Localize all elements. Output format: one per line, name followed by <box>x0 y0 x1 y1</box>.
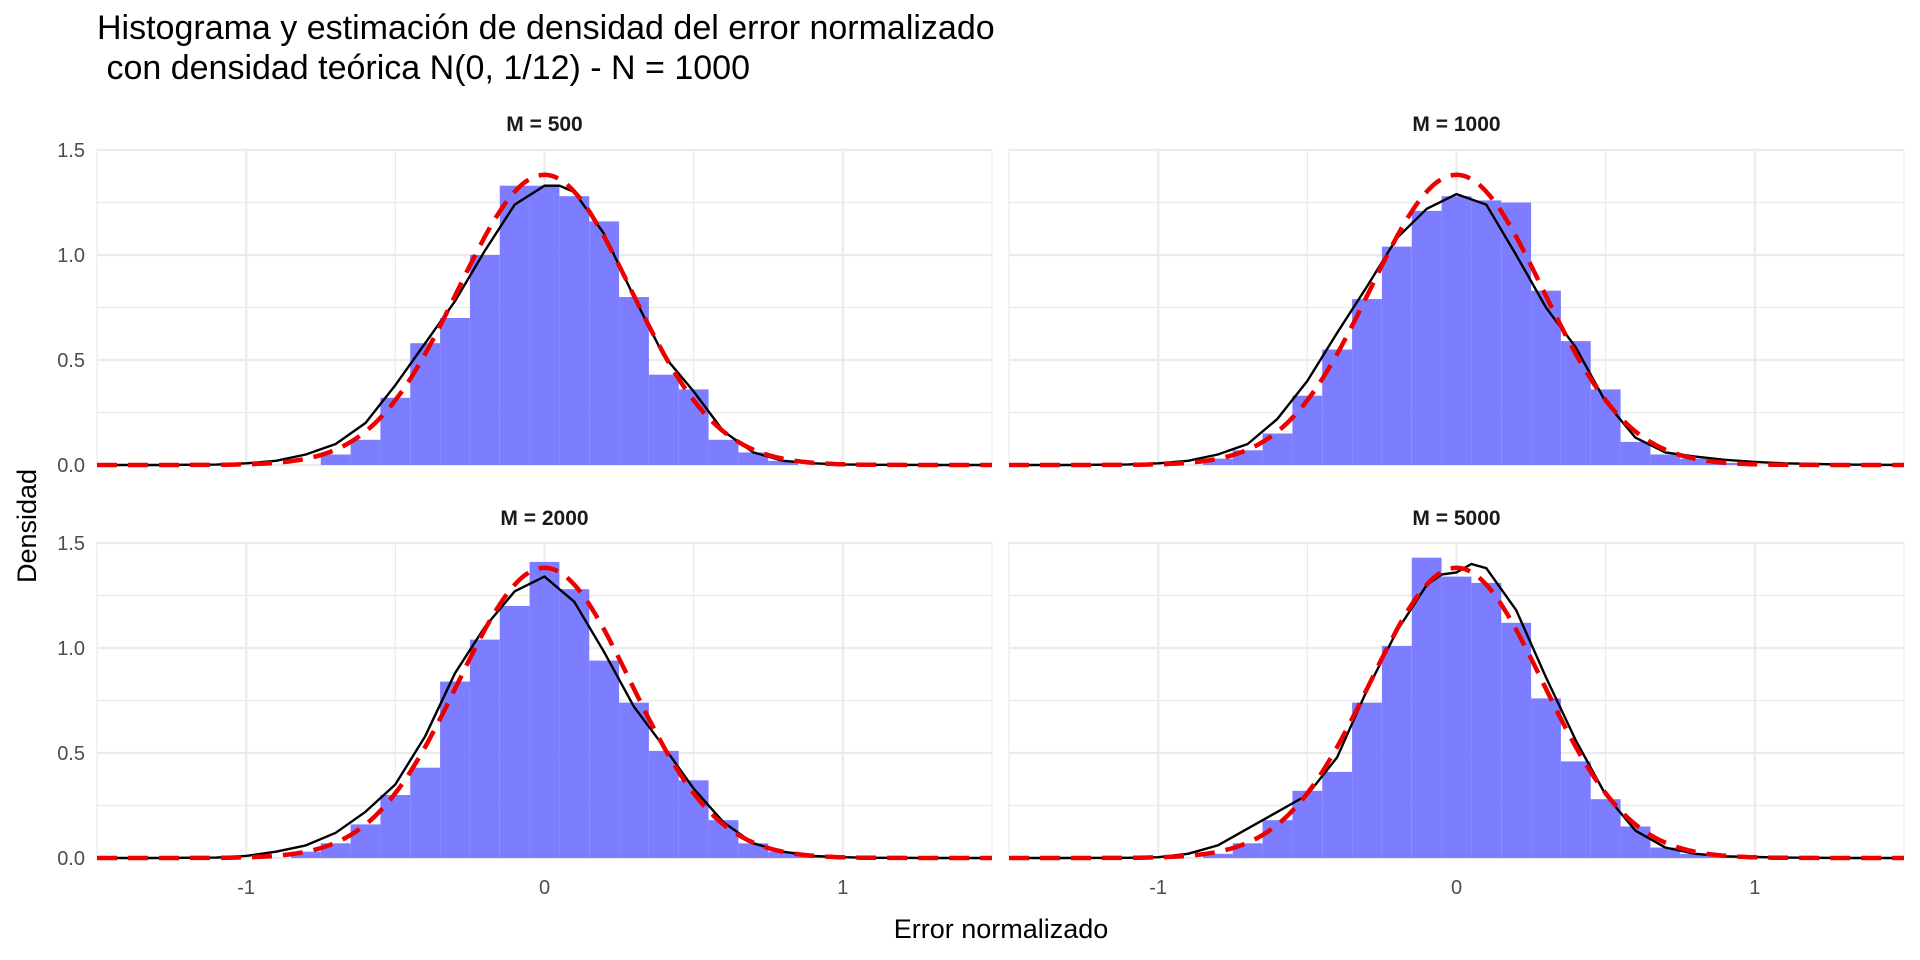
histogram-bar <box>1381 645 1412 858</box>
histogram-bar <box>380 397 411 465</box>
y-tick-label: 1.5 <box>57 533 85 555</box>
histogram-bar <box>1202 853 1233 858</box>
panels-layer: M = 500 0.0 0.5 1.0 1.5 M = 1000 M = 2000 0.0 0.… <box>57 113 1905 899</box>
histogram-bar <box>619 702 649 858</box>
histogram-bar <box>1322 771 1353 858</box>
histogram-bar <box>648 374 679 465</box>
kde-curve <box>1009 562 1904 860</box>
y-tick-label: 0.5 <box>57 743 85 765</box>
histogram-bar <box>1292 395 1323 465</box>
y-tick-label: 0.5 <box>57 350 85 372</box>
x-tick-label: 1 <box>1749 877 1760 899</box>
x-tick-label: 1 <box>837 877 848 899</box>
histogram-bar <box>469 639 500 858</box>
y-tick-label: 1.0 <box>57 638 85 660</box>
panel-4: M = 5000 -1 0 1 <box>1008 507 1905 899</box>
histogram-bar <box>1411 210 1442 465</box>
x-axis-title: Error normalizado <box>894 914 1109 944</box>
histogram-bar <box>1441 576 1472 858</box>
histogram-bar <box>410 767 441 858</box>
histogram-bar <box>1381 246 1412 465</box>
x-tick-label: 0 <box>1451 877 1462 899</box>
histogram-bar <box>559 196 590 465</box>
theoretical-density-curve <box>97 172 992 468</box>
histogram-bar <box>1292 790 1323 858</box>
y-tick-label: 1.0 <box>57 245 85 267</box>
histogram-bar <box>529 185 560 465</box>
panel-strip-label: M = 500 <box>506 113 582 136</box>
histogram-bar <box>1680 458 1711 465</box>
panel-1: M = 500 0.0 0.5 1.0 1.5 <box>57 113 993 477</box>
histogram-bar <box>708 439 739 465</box>
histogram-bar <box>1352 299 1382 465</box>
histogram-bar <box>410 343 441 465</box>
histogram-bar <box>320 454 351 465</box>
y-axis-title: Densidad <box>12 469 42 583</box>
theoretical-density-curve <box>1009 172 1904 468</box>
panel-3: M = 2000 0.0 0.5 1.0 1.5 -1 0 1 <box>57 507 993 899</box>
panel-strip-label: M = 5000 <box>1412 507 1500 530</box>
histogram-bar <box>1620 441 1651 465</box>
histogram-bar <box>1650 454 1681 465</box>
histogram-bar <box>1680 853 1711 858</box>
histogram-bar <box>1560 341 1591 465</box>
histogram-bar <box>1471 582 1502 858</box>
histogram-bar <box>1262 820 1293 858</box>
histogram-bar <box>1441 196 1472 465</box>
histogram-bar <box>619 297 649 465</box>
histogram-bar <box>1322 349 1353 465</box>
histogram-bar <box>589 221 620 465</box>
x-tick-label: 0 <box>539 877 550 899</box>
y-tick-label: 0.0 <box>57 455 85 477</box>
histogram-bar <box>1202 458 1233 465</box>
histogram-bar <box>290 851 321 858</box>
histogram-bar <box>380 795 411 858</box>
chart-title-line2: con densidad teórica N(0, 1/12) - N = 10… <box>97 49 750 87</box>
histogram-bar <box>469 255 500 465</box>
histogram-bar <box>768 851 799 858</box>
histogram-bar <box>1471 200 1502 465</box>
histogram-bar <box>350 824 381 858</box>
chart-title-line1: Histograma y estimación de densidad del … <box>97 9 995 47</box>
histogram-bar <box>1352 702 1382 858</box>
theoretical-density-curve <box>1009 565 1904 861</box>
panel-strip-label: M = 1000 <box>1412 113 1500 136</box>
histogram-bar <box>499 185 530 465</box>
kde-curve <box>1009 192 1905 467</box>
x-tick-label: -1 <box>237 877 255 899</box>
histogram-bar <box>1501 202 1532 465</box>
chart-title: Histograma y estimación de densidad del … <box>97 8 995 88</box>
panel-strip-label: M = 2000 <box>500 507 588 530</box>
histogram-bar <box>1650 847 1681 858</box>
histogram-bar <box>1501 622 1532 858</box>
histogram-bar <box>1560 761 1591 858</box>
histogram-bar <box>1411 557 1442 858</box>
y-tick-label: 0.0 <box>57 848 85 870</box>
histogram-bar <box>350 439 381 465</box>
histogram-bar <box>499 606 530 858</box>
histogram-bar <box>1590 799 1621 858</box>
x-tick-label: -1 <box>1149 877 1167 899</box>
histogram-bar <box>589 660 620 858</box>
panel-2: M = 1000 <box>1008 113 1905 468</box>
histogram-bar <box>768 460 799 465</box>
theoretical-density-curve <box>97 565 992 861</box>
histogram-bar <box>648 750 679 858</box>
y-tick-label: 1.5 <box>57 140 85 162</box>
histogram-bar <box>1531 290 1561 465</box>
histogram-bar <box>738 843 769 858</box>
histogram-bar <box>1531 698 1561 858</box>
histogram-bar <box>440 318 470 465</box>
histogram-bar <box>559 589 590 858</box>
histogram-bar <box>529 561 560 858</box>
